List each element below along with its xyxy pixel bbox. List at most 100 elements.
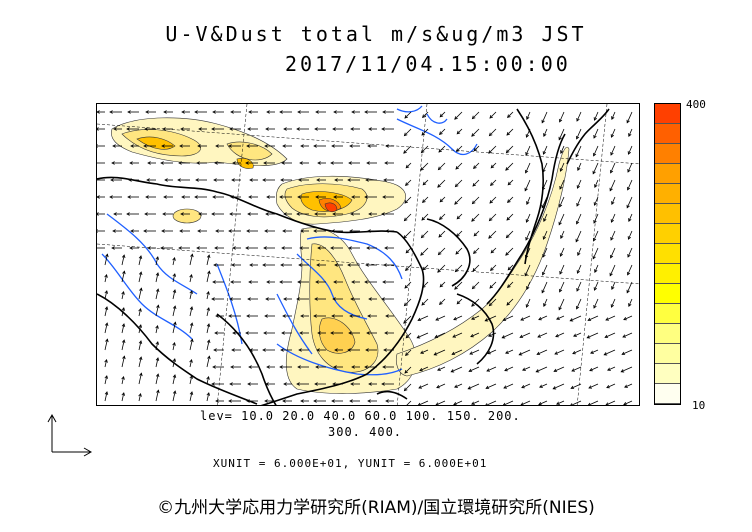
wind-arrow-head [330,246,334,250]
wind-arrow [558,213,565,225]
wind-arrow [577,162,582,171]
wind-arrow-head [626,119,630,124]
wind-arrow [553,366,565,372]
color-scale-segment [655,164,680,184]
wind-arrow-head [300,229,304,233]
wind-arrow-head [348,331,352,335]
wind-arrow [403,145,412,154]
wind-arrow [404,366,412,374]
wind-arrow-head [232,246,236,250]
wind-arrow-head [138,255,143,259]
wind-arrow [520,315,531,321]
wind-arrow-head [569,318,574,322]
wind-arrow [593,128,599,139]
wind-arrow [560,145,565,154]
wind-arrow-head [628,133,632,137]
wind-arrow-head [314,212,318,216]
wind-arrow-head [207,270,211,275]
wind-arrow-head [263,161,267,165]
wind-arrow [172,306,176,317]
wind-arrow-head [296,297,300,301]
wind-arrow [451,349,463,355]
wind-arrow-head [264,229,268,233]
wind-arrow [542,247,548,258]
wind-arrow-head [505,149,510,154]
wind-arrow [456,128,463,135]
wind-arrow-head [104,306,109,310]
wind-arrow-head [129,161,133,165]
wind-arrow-head [525,219,530,223]
wind-arrow [506,213,514,221]
wind-arrow-head [433,352,438,356]
wind-arrow [611,298,616,308]
wind-arrow-head [178,246,182,250]
wind-arrow [453,315,463,320]
wind-arrow-head [456,148,460,152]
wind-arrow-head [331,314,335,318]
wind-arrow [155,357,159,368]
wind-arrow [172,257,175,266]
wind-arrow [507,196,514,203]
wind-arrow-head [541,271,546,276]
wind-arrow [206,307,210,317]
wind-arrow [489,128,497,136]
wind-arrow-head [109,195,113,199]
wind-arrow-head [628,303,632,307]
wind-arrow-head [419,367,423,372]
wind-arrow-head [264,399,268,403]
wind-arrow-head [189,375,194,379]
wind-arrow-head [403,320,407,324]
wind-arrow [609,179,616,191]
wind-arrow [555,332,565,337]
wind-arrow [435,315,446,321]
wind-arrow [628,213,633,222]
wind-arrow [172,358,176,368]
wind-arrow-head [542,168,546,173]
wind-arrow-head [405,334,410,339]
wind-arrow-head [130,144,134,148]
wind-arrow-head [622,334,627,338]
wind-arrow [104,391,108,402]
wind-arrow-head [122,270,126,275]
wind-arrow [454,281,463,290]
wind-arrow-head [553,368,558,373]
wind-arrow [542,179,548,191]
wind-arrow [559,264,565,275]
wind-arrow-head [351,280,355,284]
wind-arrow-head [229,382,233,386]
wind-arrow-head [507,284,511,288]
wind-arrow-head [609,187,613,192]
wind-arrow [469,349,480,355]
wind-arrow-head [189,306,194,310]
map-canvas [97,104,639,405]
wind-arrow [572,349,582,354]
wind-arrow [506,230,514,238]
wind-arrow-head [367,399,371,403]
wind-arrow [590,349,599,354]
wind-arrow-head [214,161,218,165]
wind-arrow-head [282,229,286,233]
wind-arrow-head [383,263,387,267]
wind-arrow [405,179,412,186]
wind-arrow-head [542,253,546,258]
wind-arrow [155,289,159,300]
wind-arrow-head [507,199,511,203]
wind-arrow [418,400,429,405]
wind-arrow-head [351,365,355,369]
wind-arrow-head [180,127,184,131]
wind-arrow-head [194,195,198,199]
wind-arrow [471,213,480,222]
wind-arrow-head [538,401,542,405]
wind-arrow-head [213,178,217,182]
wind-arrow-head [196,161,200,165]
wind-arrow-head [347,178,351,182]
wind-arrow-head [405,352,409,356]
wind-arrow-head [436,384,440,389]
wind-arrow-head [623,401,627,405]
wind-arrow-head [521,384,525,389]
wind-arrow-head [138,324,143,328]
wind-arrow [434,332,446,338]
wind-arrow [543,213,548,222]
wind-arrow-head [181,195,185,199]
wind-arrow [421,298,429,306]
